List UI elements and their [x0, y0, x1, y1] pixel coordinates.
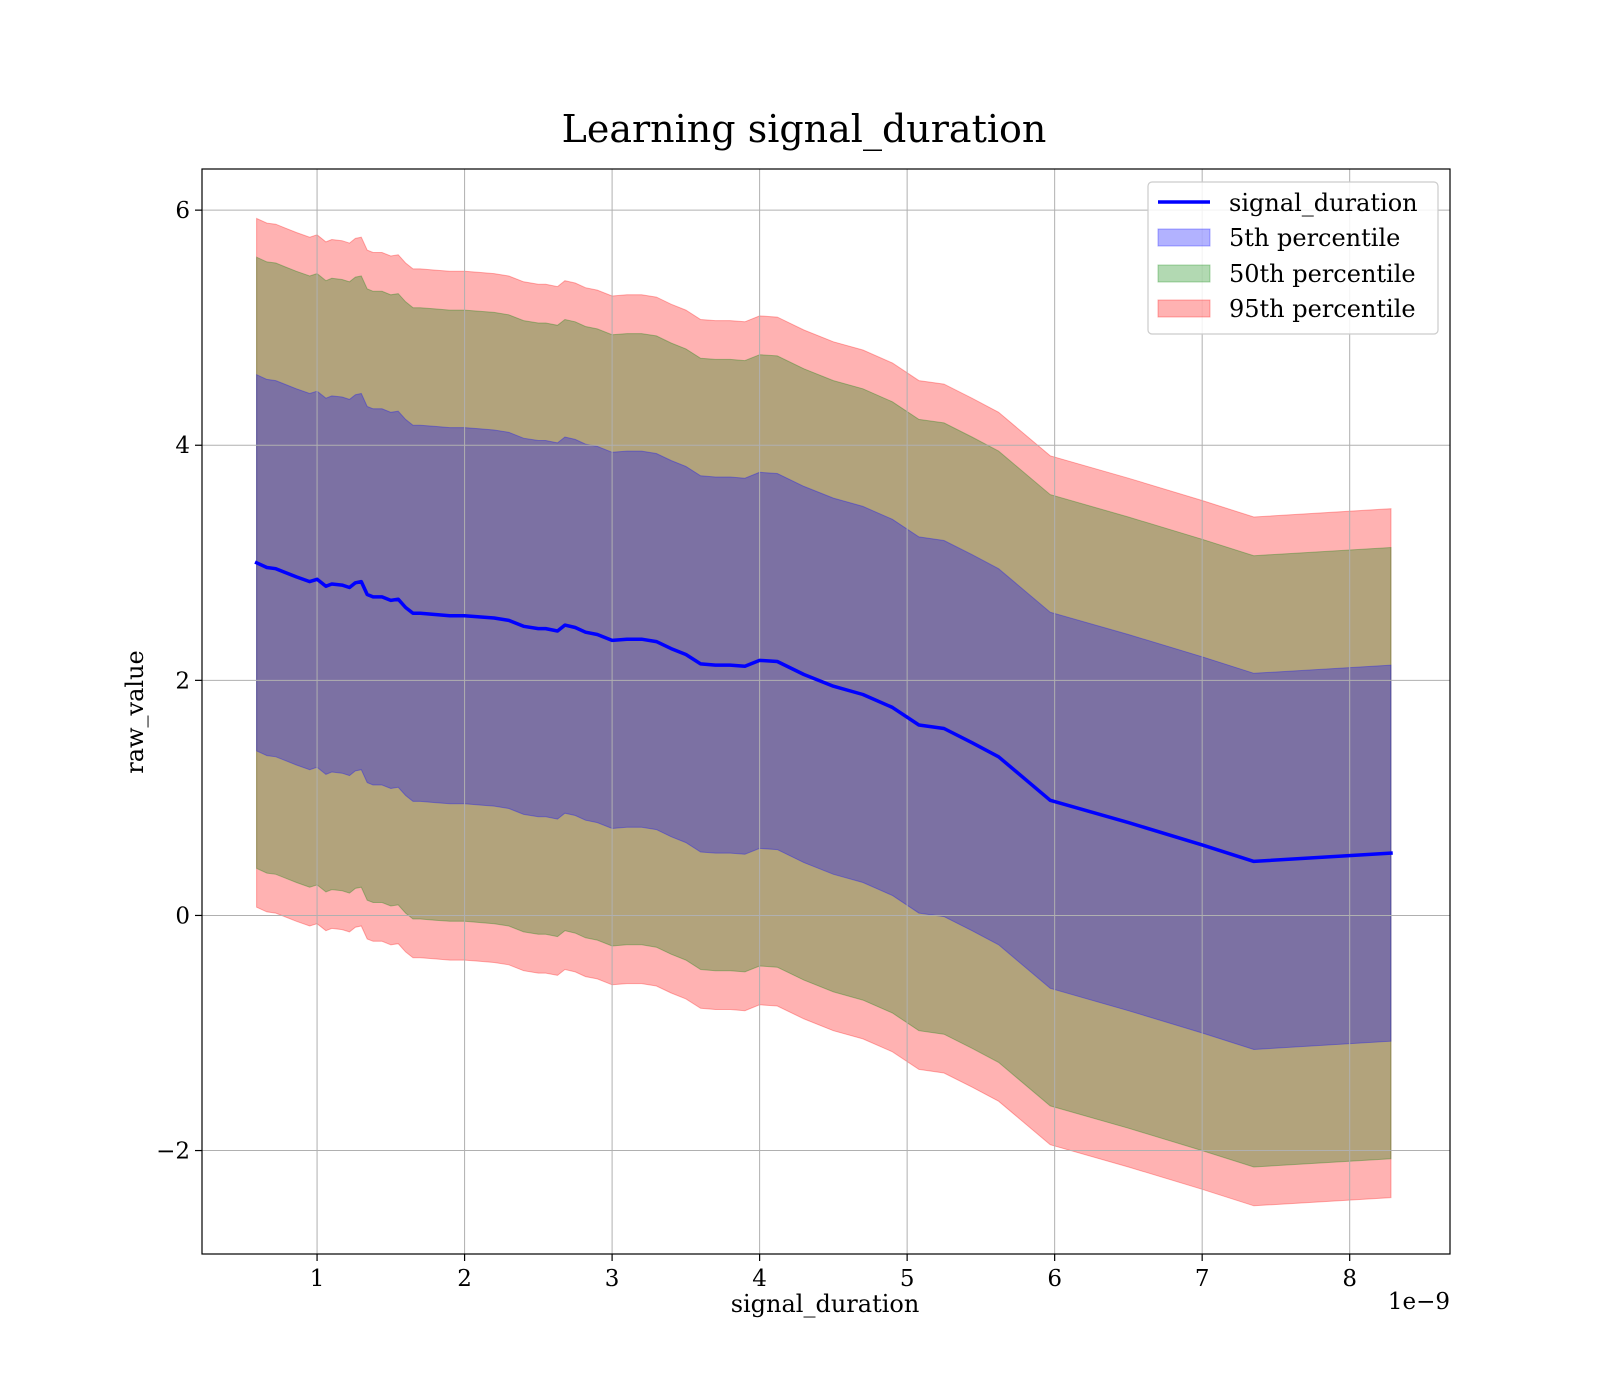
- axis-ticks: 1 2 3 4 5 6 7 8 −2 0 2 4 6: [156, 198, 1357, 1292]
- line-signal-duration: [254, 560, 1393, 864]
- line-layer: [254, 560, 1393, 864]
- y-tick-label: 6: [175, 198, 190, 224]
- chart-title: Learning signal_duration: [562, 107, 1047, 152]
- y-axis-label: raw_value: [121, 650, 149, 774]
- x-tick-label: 2: [457, 1266, 472, 1292]
- y-tick-label: 0: [175, 903, 190, 929]
- y-tick-label: 2: [175, 668, 190, 694]
- x-axis-offset-label: 1e−9: [1388, 1289, 1450, 1315]
- band-95th-percentile: [256, 217, 1392, 1207]
- legend-swatch-50th-percentile: [1157, 264, 1211, 283]
- x-tick-label: 5: [900, 1266, 915, 1292]
- legend-swatch-95th-percentile: [1157, 299, 1211, 318]
- legend-label-95th-percentile: 95th percentile: [1229, 295, 1416, 323]
- band-50th-percentile: [256, 256, 1392, 1168]
- legend-label-5th-percentile: 5th percentile: [1229, 224, 1400, 252]
- percentile-bands: [256, 217, 1392, 1207]
- x-tick-label: 4: [752, 1266, 767, 1292]
- plot-frame: [201, 168, 1451, 1255]
- x-tick-label: 7: [1195, 1266, 1210, 1292]
- band-5th-percentile: [256, 373, 1392, 1051]
- x-tick-label: 1: [310, 1266, 325, 1292]
- x-tick-label: 6: [1047, 1266, 1062, 1292]
- legend-box: [1147, 181, 1439, 335]
- grid-lines: [202, 169, 1450, 1254]
- legend-label-50th-percentile: 50th percentile: [1229, 260, 1416, 288]
- legend: signal_duration 5th percentile 50th perc…: [1147, 181, 1439, 335]
- legend-swatch-5th-percentile: [1157, 228, 1211, 247]
- x-axis-label: signal_duration: [731, 1290, 920, 1318]
- y-tick-label: 4: [175, 433, 190, 459]
- y-tick-label: −2: [156, 1139, 190, 1165]
- legend-label-signal-duration: signal_duration: [1229, 189, 1418, 217]
- x-tick-label: 8: [1342, 1266, 1357, 1292]
- x-tick-label: 3: [605, 1266, 620, 1292]
